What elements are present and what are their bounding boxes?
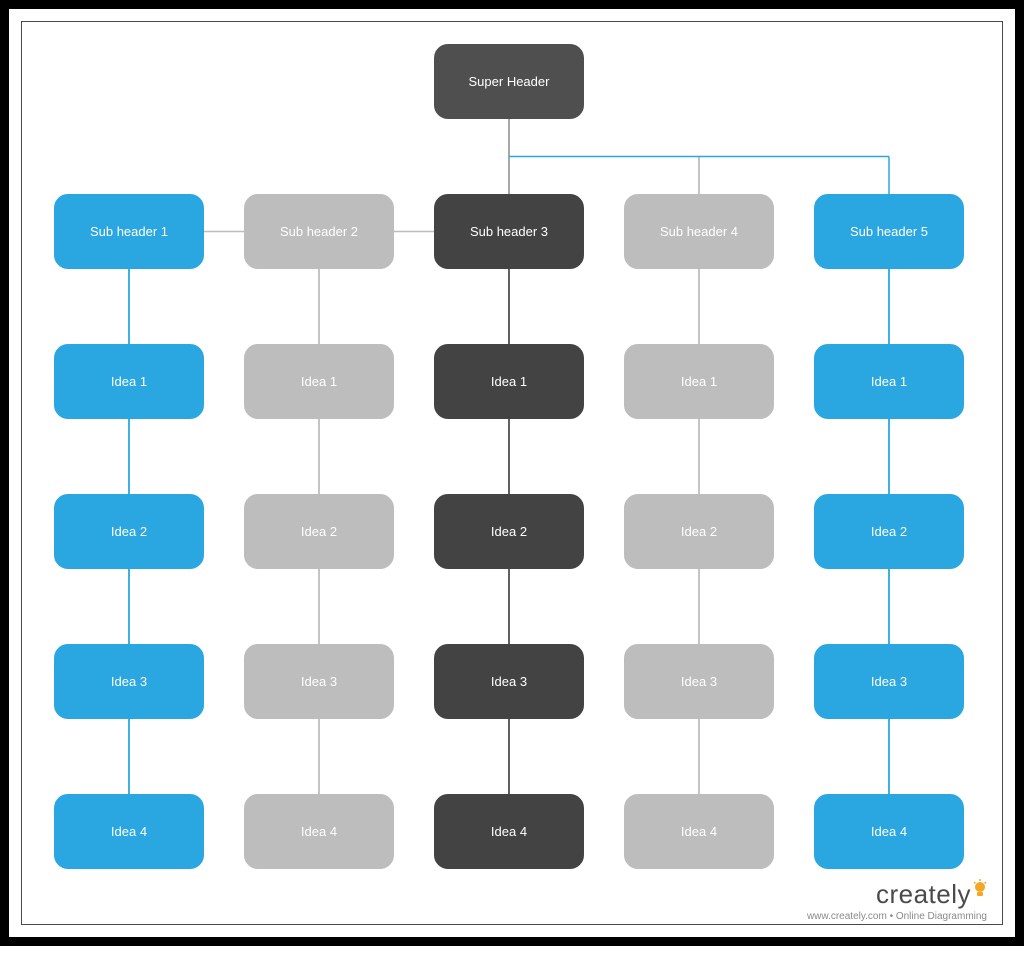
col1-idea-3: Idea 3 bbox=[54, 644, 204, 719]
col5-idea-2: Idea 2 bbox=[814, 494, 964, 569]
sub-header-2: Sub header 2 bbox=[244, 194, 394, 269]
col3-idea-4: Idea 4 bbox=[434, 794, 584, 869]
col1-idea-2: Idea 2 bbox=[54, 494, 204, 569]
col5-idea-2-label: Idea 2 bbox=[871, 524, 907, 539]
col1-idea-1-label: Idea 1 bbox=[111, 374, 147, 389]
sub-header-3-label: Sub header 3 bbox=[470, 224, 548, 239]
col3-idea-4-label: Idea 4 bbox=[491, 824, 527, 839]
sub-header-1: Sub header 1 bbox=[54, 194, 204, 269]
brand-logo: creately bbox=[876, 880, 987, 909]
canvas-inner-border bbox=[21, 21, 1003, 925]
col2-idea-1-label: Idea 1 bbox=[301, 374, 337, 389]
col5-idea-1-label: Idea 1 bbox=[871, 374, 907, 389]
col3-idea-3: Idea 3 bbox=[434, 644, 584, 719]
col4-idea-4-label: Idea 4 bbox=[681, 824, 717, 839]
col4-idea-3-label: Idea 3 bbox=[681, 674, 717, 689]
col4-idea-3: Idea 3 bbox=[624, 644, 774, 719]
col1-idea-4-label: Idea 4 bbox=[111, 824, 147, 839]
col1-idea-2-label: Idea 2 bbox=[111, 524, 147, 539]
col4-idea-4: Idea 4 bbox=[624, 794, 774, 869]
col2-idea-2-label: Idea 2 bbox=[301, 524, 337, 539]
sub-header-4-label: Sub header 4 bbox=[660, 224, 738, 239]
col2-idea-4-label: Idea 4 bbox=[301, 824, 337, 839]
col4-idea-2: Idea 2 bbox=[624, 494, 774, 569]
col2-idea-2: Idea 2 bbox=[244, 494, 394, 569]
col4-idea-1-label: Idea 1 bbox=[681, 374, 717, 389]
brand-text: creately bbox=[876, 880, 971, 909]
col5-idea-3-label: Idea 3 bbox=[871, 674, 907, 689]
col5-idea-4: Idea 4 bbox=[814, 794, 964, 869]
col2-idea-1: Idea 1 bbox=[244, 344, 394, 419]
sub-header-5: Sub header 5 bbox=[814, 194, 964, 269]
sub-header-1-label: Sub header 1 bbox=[90, 224, 168, 239]
col1-idea-4: Idea 4 bbox=[54, 794, 204, 869]
root-node-label: Super Header bbox=[469, 74, 550, 89]
col4-idea-1: Idea 1 bbox=[624, 344, 774, 419]
col5-idea-3: Idea 3 bbox=[814, 644, 964, 719]
footer: creately www.creately.com • Online Diagr… bbox=[807, 880, 987, 922]
col2-idea-3-label: Idea 3 bbox=[301, 674, 337, 689]
col3-idea-2-label: Idea 2 bbox=[491, 524, 527, 539]
root-node: Super Header bbox=[434, 44, 584, 119]
sub-header-3: Sub header 3 bbox=[434, 194, 584, 269]
brand-tagline: www.creately.com • Online Diagramming bbox=[807, 911, 987, 922]
col3-idea-2: Idea 2 bbox=[434, 494, 584, 569]
col5-idea-1: Idea 1 bbox=[814, 344, 964, 419]
col5-idea-4-label: Idea 4 bbox=[871, 824, 907, 839]
col3-idea-3-label: Idea 3 bbox=[491, 674, 527, 689]
col2-idea-3: Idea 3 bbox=[244, 644, 394, 719]
col2-idea-4: Idea 4 bbox=[244, 794, 394, 869]
col4-idea-2-label: Idea 2 bbox=[681, 524, 717, 539]
col1-idea-1: Idea 1 bbox=[54, 344, 204, 419]
sub-header-2-label: Sub header 2 bbox=[280, 224, 358, 239]
col1-idea-3-label: Idea 3 bbox=[111, 674, 147, 689]
col3-idea-1: Idea 1 bbox=[434, 344, 584, 419]
diagram-canvas: creately www.creately.com • Online Diagr… bbox=[0, 0, 1024, 946]
sub-header-5-label: Sub header 5 bbox=[850, 224, 928, 239]
col3-idea-1-label: Idea 1 bbox=[491, 374, 527, 389]
sub-header-4: Sub header 4 bbox=[624, 194, 774, 269]
lightbulb-icon bbox=[973, 878, 987, 907]
